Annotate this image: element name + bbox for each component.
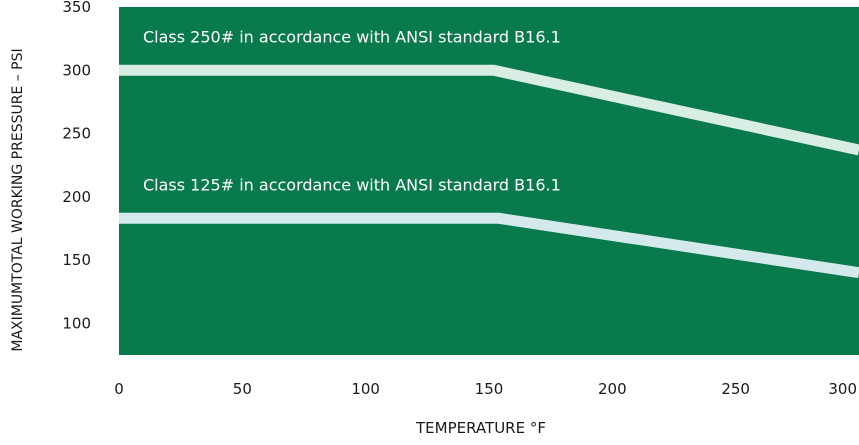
x-axis-ticks: 0 50 100 150 200 250 300 xyxy=(114,380,857,398)
series-line-class-125 xyxy=(119,212,859,279)
y-tick-label: 250 xyxy=(62,125,91,143)
x-axis-label: TEMPERATURE °F xyxy=(415,419,546,437)
series-layer xyxy=(119,64,859,279)
series-label-class-250: Class 250# in accordance with ANSI stand… xyxy=(143,27,561,46)
x-tick-label: 300 xyxy=(828,380,857,398)
y-tick-label: 300 xyxy=(62,61,91,79)
x-tick-label: 100 xyxy=(351,380,380,398)
x-tick-label: 0 xyxy=(114,380,124,398)
x-tick-label: 50 xyxy=(233,380,252,398)
x-tick-label: 200 xyxy=(598,380,627,398)
y-tick-label: 100 xyxy=(62,314,91,332)
series-label-class-125: Class 125# in accordance with ANSI stand… xyxy=(143,175,561,194)
annotation-layer: Class 250# in accordance with ANSI stand… xyxy=(143,27,561,194)
y-tick-label: 350 xyxy=(62,0,91,16)
x-tick-label: 150 xyxy=(475,380,504,398)
series-line-class-250 xyxy=(119,64,859,156)
y-tick-label: 200 xyxy=(62,188,91,206)
x-tick-label: 250 xyxy=(721,380,750,398)
y-tick-label: 150 xyxy=(62,251,91,269)
y-axis-label: MAXIMUMTOTAL WORKING PRESSURE – PSI xyxy=(10,48,26,351)
y-axis-ticks: 100 150 200 250 300 350 xyxy=(62,0,91,332)
